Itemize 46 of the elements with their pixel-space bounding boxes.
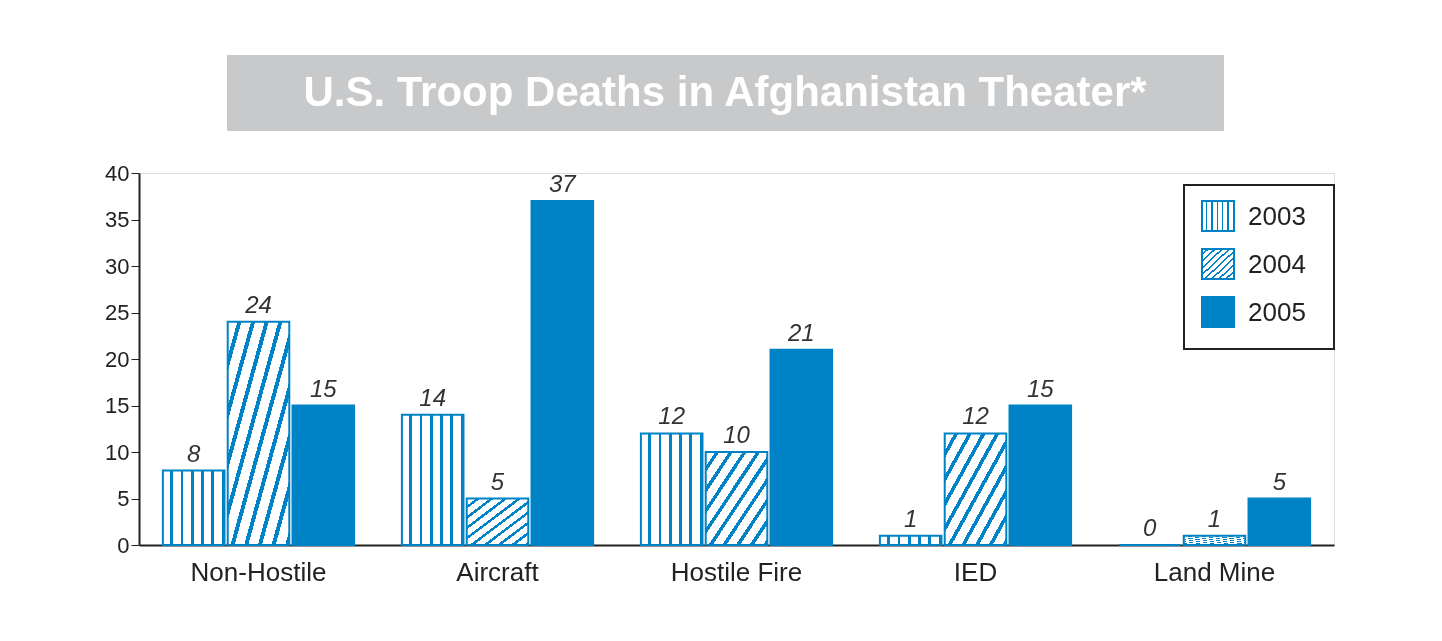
bar xyxy=(769,348,834,546)
bar xyxy=(161,469,226,546)
bar xyxy=(530,199,595,546)
x-tick-label: Non-Hostile xyxy=(190,556,327,587)
y-tick-label: 40 xyxy=(105,160,130,186)
bar xyxy=(400,413,465,546)
data-label: 24 xyxy=(244,290,272,318)
data-label: 14 xyxy=(419,383,447,411)
data-label: 1 xyxy=(904,504,918,532)
data-label: 15 xyxy=(1026,374,1055,402)
x-tick-label: Hostile Fire xyxy=(670,556,803,587)
legend-label: 2005 xyxy=(1248,297,1306,327)
y-tick-label: 15 xyxy=(105,393,130,418)
y-tick-label: 20 xyxy=(105,346,130,372)
bar xyxy=(465,497,530,546)
bar xyxy=(704,451,769,546)
x-tick-label: IED xyxy=(953,556,998,587)
data-label: 5 xyxy=(490,467,505,495)
data-label: 12 xyxy=(962,402,989,430)
y-tick-label: 30 xyxy=(105,253,130,279)
bar xyxy=(226,320,291,546)
bar xyxy=(878,534,943,546)
bar xyxy=(639,432,704,546)
bar xyxy=(1008,404,1073,546)
bar xyxy=(1182,534,1247,546)
x-tick-label: Land Mine xyxy=(1153,556,1276,587)
y-tick-label: 5 xyxy=(117,486,130,511)
data-label: 12 xyxy=(658,402,686,430)
y-tick-label: 0 xyxy=(117,532,130,558)
data-label: 0 xyxy=(1143,514,1158,541)
data-label: 1 xyxy=(1207,504,1222,532)
y-tick-label: 10 xyxy=(105,439,130,465)
data-label: 37 xyxy=(548,169,578,197)
data-label: 21 xyxy=(786,318,815,346)
data-label: 10 xyxy=(723,421,751,448)
data-label: 15 xyxy=(309,374,338,402)
x-tick-label: Aircraft xyxy=(456,556,540,587)
bar xyxy=(943,432,1008,546)
bar xyxy=(291,404,356,546)
legend-label: 2004 xyxy=(1248,249,1306,279)
data-label: 5 xyxy=(1272,467,1287,495)
y-tick-label: 35 xyxy=(105,207,130,232)
y-tick-label: 25 xyxy=(105,300,130,325)
bar xyxy=(1247,497,1312,546)
legend-label: 2003 xyxy=(1248,201,1306,231)
data-label: 8 xyxy=(187,439,202,467)
